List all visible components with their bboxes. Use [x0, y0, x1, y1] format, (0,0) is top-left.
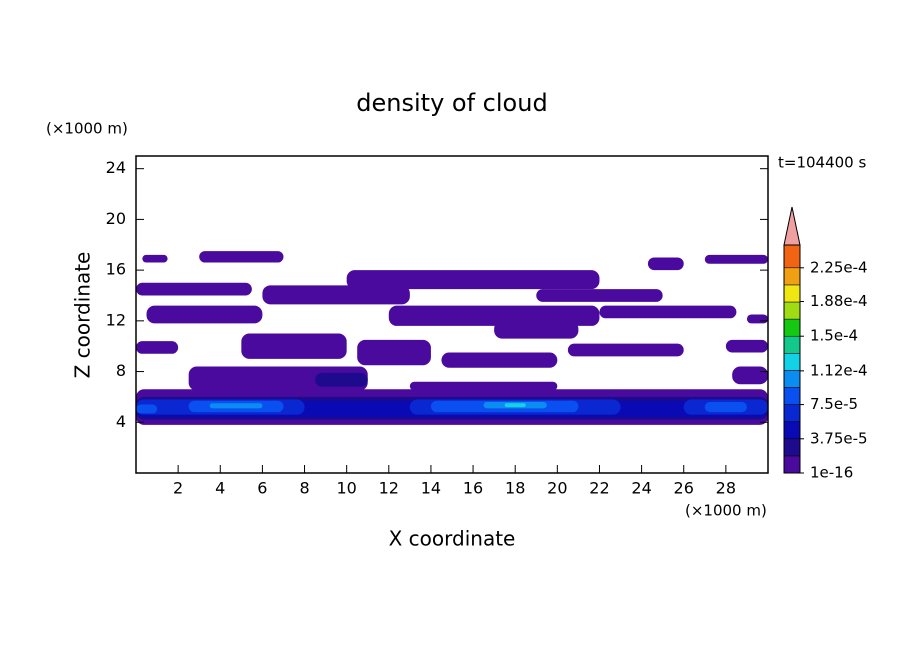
x-tick-label: 14 [421, 479, 441, 498]
x-tick-label: 16 [463, 479, 483, 498]
colorbar-band [783, 353, 801, 371]
contour-region [142, 254, 168, 263]
contour-region [199, 251, 284, 263]
colorbar-band [783, 421, 801, 440]
colorbar-tick-label: 1.12e-4 [810, 361, 868, 379]
colorbar-band [783, 318, 801, 337]
colorbar-band [783, 335, 801, 354]
y-tick-label: 20 [106, 209, 126, 228]
contour-region [136, 341, 179, 354]
chart-title: density of cloud [356, 89, 547, 117]
x-tick-label: 8 [299, 479, 309, 498]
contour-region [567, 343, 684, 357]
colorbar-tick-label: 1.5e-4 [810, 327, 858, 345]
contour-region [746, 314, 768, 324]
colorbar-band [783, 244, 801, 269]
y-axis-label: Z coordinate [71, 252, 95, 379]
x-tick-label: 4 [215, 479, 225, 498]
colorbar-band [783, 455, 801, 474]
contour-region [241, 333, 347, 359]
contour-region [346, 270, 600, 290]
contour-region [262, 285, 410, 305]
x-tick-label: 20 [547, 479, 567, 498]
x-tick-label: 12 [379, 479, 399, 498]
contour-region [647, 257, 684, 271]
x-unit: (×1000 m) [685, 502, 767, 520]
x-tick-label: 2 [173, 479, 183, 498]
y-tick-label: 12 [106, 310, 126, 329]
colorbar-tick-label: 2.25e-4 [810, 258, 868, 276]
contour-region [146, 305, 263, 324]
contour-region [732, 366, 768, 385]
colorbar-band [783, 267, 801, 286]
contour-region [536, 289, 663, 302]
contour-region [725, 339, 768, 353]
contour-region [136, 282, 252, 296]
x-tick-label: 26 [674, 479, 694, 498]
y-tick-label: 8 [116, 361, 126, 380]
colorbar-extend [783, 206, 801, 246]
colorbar-tick-label: 7.5e-5 [810, 395, 858, 413]
contour-region [357, 339, 431, 366]
y-tick-label: 16 [106, 260, 126, 279]
x-tick-label: 24 [631, 479, 651, 498]
x-tick-label: 10 [336, 479, 356, 498]
x-tick-label: 18 [505, 479, 525, 498]
colorbar-tick-label: 3.75e-5 [810, 429, 868, 447]
plot-frame [135, 155, 769, 474]
x-tick-label: 28 [716, 479, 736, 498]
contour-region [704, 401, 747, 413]
y-unit: (×1000 m) [46, 120, 128, 138]
y-tick-label: 24 [106, 158, 126, 177]
y-tick-label: 4 [116, 412, 126, 431]
time-label: t=104400 s [778, 154, 866, 172]
colorbar-band [783, 301, 801, 320]
colorbar-band [783, 438, 801, 457]
contour-region [136, 404, 158, 414]
colorbar-band [783, 370, 801, 388]
x-tick-label: 6 [257, 479, 267, 498]
colorbar-band [783, 404, 801, 422]
colorbar-band [783, 284, 801, 303]
colorbar-frame [783, 244, 801, 474]
contour-region [504, 403, 526, 408]
contour-region [409, 381, 558, 391]
contour-region [315, 372, 368, 387]
colorbar-tick-label: 1.88e-4 [810, 292, 868, 310]
x-tick-label: 22 [589, 479, 609, 498]
contour-region [209, 403, 263, 409]
contour-region [704, 254, 768, 264]
contour-region [494, 320, 579, 339]
colorbar-tick-label: 1e-16 [810, 464, 853, 482]
contour-region [599, 305, 737, 319]
colorbar-band [783, 387, 801, 405]
contour-region [441, 352, 558, 368]
x-axis-label: X coordinate [389, 527, 516, 551]
